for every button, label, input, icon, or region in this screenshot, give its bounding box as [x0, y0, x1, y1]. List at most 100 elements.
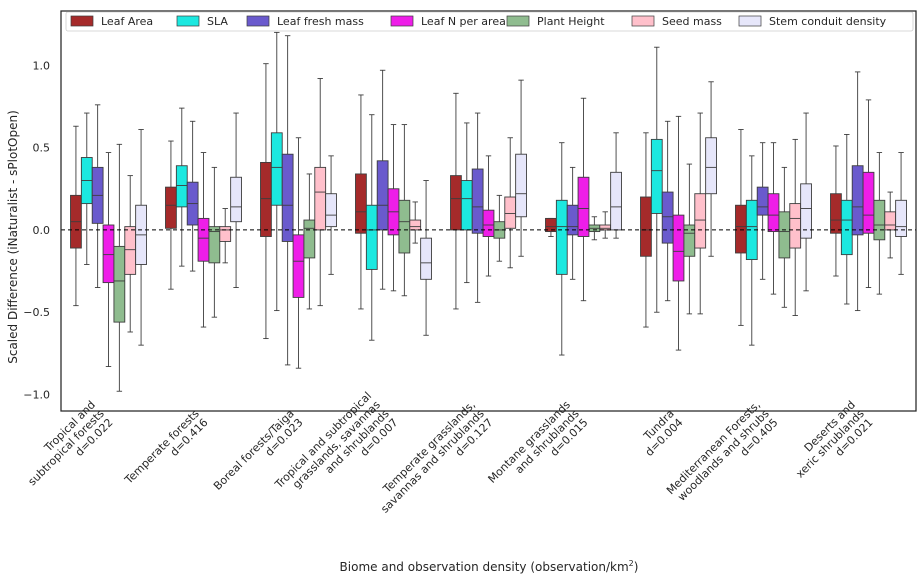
box-2-3 [292, 137, 305, 369]
x-axis-label-superscript: 2 [629, 559, 634, 568]
box-7-0 [735, 129, 747, 326]
box-iqr [504, 196, 517, 229]
x-tick-label: Deserts andxeric shrublandsd=0.021 [785, 398, 876, 489]
legend-label: Leaf Area [101, 15, 153, 28]
box-6-5 [694, 112, 707, 315]
box-5-4 [588, 216, 601, 241]
box-2-5 [314, 78, 327, 307]
box-1-2 [186, 120, 199, 272]
box-iqr [409, 219, 422, 231]
box-4-6 [515, 79, 527, 257]
box-iqr [840, 199, 853, 256]
box-4-3 [482, 155, 495, 277]
box-1-4 [208, 166, 221, 318]
box-iqr [555, 199, 568, 275]
box-3-0 [355, 94, 367, 310]
box-iqr [365, 204, 378, 270]
legend-label: Leaf N per area [421, 15, 506, 28]
box-2-2 [281, 35, 294, 366]
box-iqr [884, 211, 897, 231]
x-tick-label-line: woodlands and shrubs [675, 407, 772, 504]
legend-label: Plant Height [537, 15, 605, 28]
box-3-5 [409, 201, 422, 244]
box-iqr [599, 224, 612, 231]
box-6-3 [672, 115, 685, 351]
box-iqr [314, 166, 327, 231]
box-8-2 [851, 71, 864, 312]
box-1-1 [175, 107, 188, 267]
box-3-1 [365, 114, 378, 341]
box-iqr [325, 193, 337, 228]
box-5-0 [545, 217, 557, 237]
y-tick-label: −1.0 [23, 389, 50, 402]
box-iqr [398, 199, 411, 254]
box-0-2 [91, 104, 104, 288]
box-iqr [672, 214, 685, 282]
x-axis-label: Biome and observation density (observati… [340, 559, 639, 574]
legend-swatch [738, 15, 762, 27]
legend-label: Leaf fresh mass [277, 15, 364, 28]
x-tick-label: Tropical andsubtropical forestsd=0.022 [17, 398, 116, 497]
legend-label: SLA [207, 15, 228, 28]
x-tick-label-line: Temperate forests [122, 407, 202, 487]
box-6-2 [661, 120, 674, 302]
box-iqr [515, 153, 527, 218]
box-iqr [281, 153, 294, 242]
box-4-4 [493, 194, 506, 262]
box-1-6 [230, 112, 242, 288]
legend-swatch [390, 15, 414, 27]
box-iqr [292, 234, 305, 298]
legend-label: Seed mass [662, 15, 722, 28]
plot-frame [60, 10, 917, 412]
box-iqr [219, 226, 232, 242]
y-tick-label: −0.5 [23, 306, 50, 319]
box-2-0 [260, 63, 272, 340]
box-iqr [420, 237, 432, 280]
box-iqr [735, 204, 747, 254]
box-4-1 [460, 122, 473, 284]
box-iqr [661, 191, 674, 244]
box-iqr [175, 165, 188, 208]
box-6-0 [640, 132, 652, 328]
legend-frame [65, 11, 914, 32]
y-tick-label: 0.5 [33, 142, 51, 155]
y-tick-label: 0.0 [33, 224, 51, 237]
box-iqr [355, 173, 367, 234]
box-1-3 [197, 152, 210, 328]
legend-swatch [70, 15, 94, 27]
box-4-0 [450, 92, 462, 310]
boxes-layer [70, 31, 907, 392]
box-iqr [450, 175, 462, 231]
box-5-3 [577, 97, 590, 302]
box-iqr [705, 137, 717, 195]
box-iqr [482, 209, 495, 237]
legend-swatch [506, 15, 530, 27]
box-iqr [113, 245, 126, 323]
x-axis-label-end: ) [634, 560, 639, 574]
box-3-6 [420, 180, 432, 336]
box-8-3 [862, 99, 875, 288]
box-iqr [873, 199, 886, 241]
box-8-1 [840, 134, 853, 305]
box-7-5 [789, 138, 802, 316]
box-8-0 [830, 145, 842, 277]
box-iqr [895, 199, 907, 237]
y-axis: −1.0 −0.5 0.0 0.5 1.0 [23, 59, 50, 401]
box-1-5 [219, 208, 232, 264]
box-5-2 [566, 166, 579, 280]
legend-swatch [176, 15, 200, 27]
box-1-0 [165, 140, 177, 290]
box-6-1 [650, 46, 663, 313]
box-iqr [610, 171, 622, 231]
box-iqr [102, 224, 115, 284]
y-axis-label: Scaled Difference (iNaturalist - sPlotOp… [6, 110, 20, 364]
box-0-0 [70, 125, 82, 307]
box-8-4 [873, 152, 886, 295]
box-iqr [577, 176, 590, 237]
box-8-5 [884, 191, 897, 259]
box-0-6 [135, 129, 147, 346]
box-iqr [694, 193, 707, 249]
box-3-4 [398, 124, 411, 297]
x-tick-label: Montane grasslandsand shrublandsd=0.015 [485, 398, 590, 503]
